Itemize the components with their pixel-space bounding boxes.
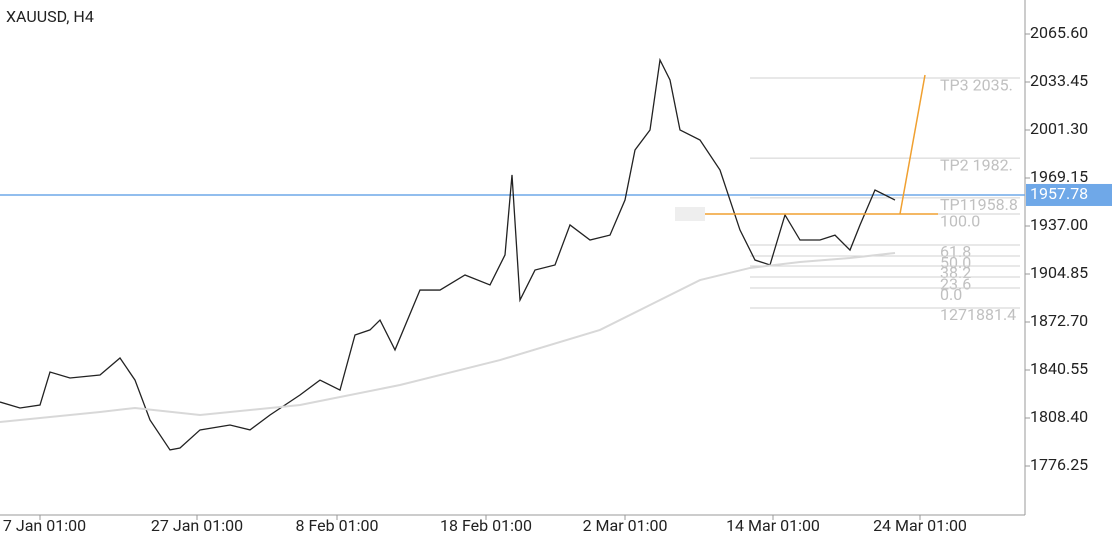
y-tick-label: 2033.45	[1030, 71, 1088, 90]
x-tick-label: 24 Mar 01:00	[873, 516, 967, 535]
y-tick-label: 1872.70	[1030, 311, 1088, 330]
price-series	[0, 252, 896, 424]
y-tick-label: 2065.60	[1030, 23, 1088, 42]
fib-label: 1271881.4	[940, 305, 1016, 324]
fib-label: 100.0	[940, 211, 980, 230]
trend-line	[899, 74, 926, 215]
fib-label: 0.0	[940, 285, 962, 304]
price-label: 1957.78	[1030, 184, 1088, 203]
y-tick-label: 1904.85	[1030, 263, 1088, 282]
y-tick-label: 1840.55	[1030, 359, 1088, 378]
fib-label: 23.6	[940, 274, 971, 293]
y-tick-label: 1808.40	[1030, 407, 1088, 426]
price-series	[0, 57, 896, 451]
price-tag	[1026, 183, 1112, 206]
fib-label: 50.0	[940, 253, 971, 272]
y-tick-label: 2001.30	[1030, 119, 1088, 138]
y-tick-label: 1969.15	[1030, 167, 1088, 186]
y-tick-label: 1937.00	[1030, 215, 1088, 234]
fib-label: TP2 1982.	[940, 155, 1013, 174]
x-tick-label: 27 Jan 01:00	[151, 516, 243, 535]
fib-label: TP11958.8	[940, 195, 1018, 214]
x-tick-label: 18 Feb 01:00	[440, 516, 532, 535]
y-tick-label: 1776.25	[1030, 455, 1088, 474]
x-tick-label: 17 Jan 01:00	[0, 516, 86, 535]
x-tick-label: 8 Feb 01:00	[296, 516, 379, 535]
chart-title: XAUUSD, H4	[6, 7, 94, 26]
selection-box	[675, 207, 705, 221]
x-tick-label: 14 Mar 01:00	[726, 516, 820, 535]
fib-label: TP3 2035.	[940, 75, 1013, 94]
x-tick-label: 2 Mar 01:00	[583, 516, 668, 535]
